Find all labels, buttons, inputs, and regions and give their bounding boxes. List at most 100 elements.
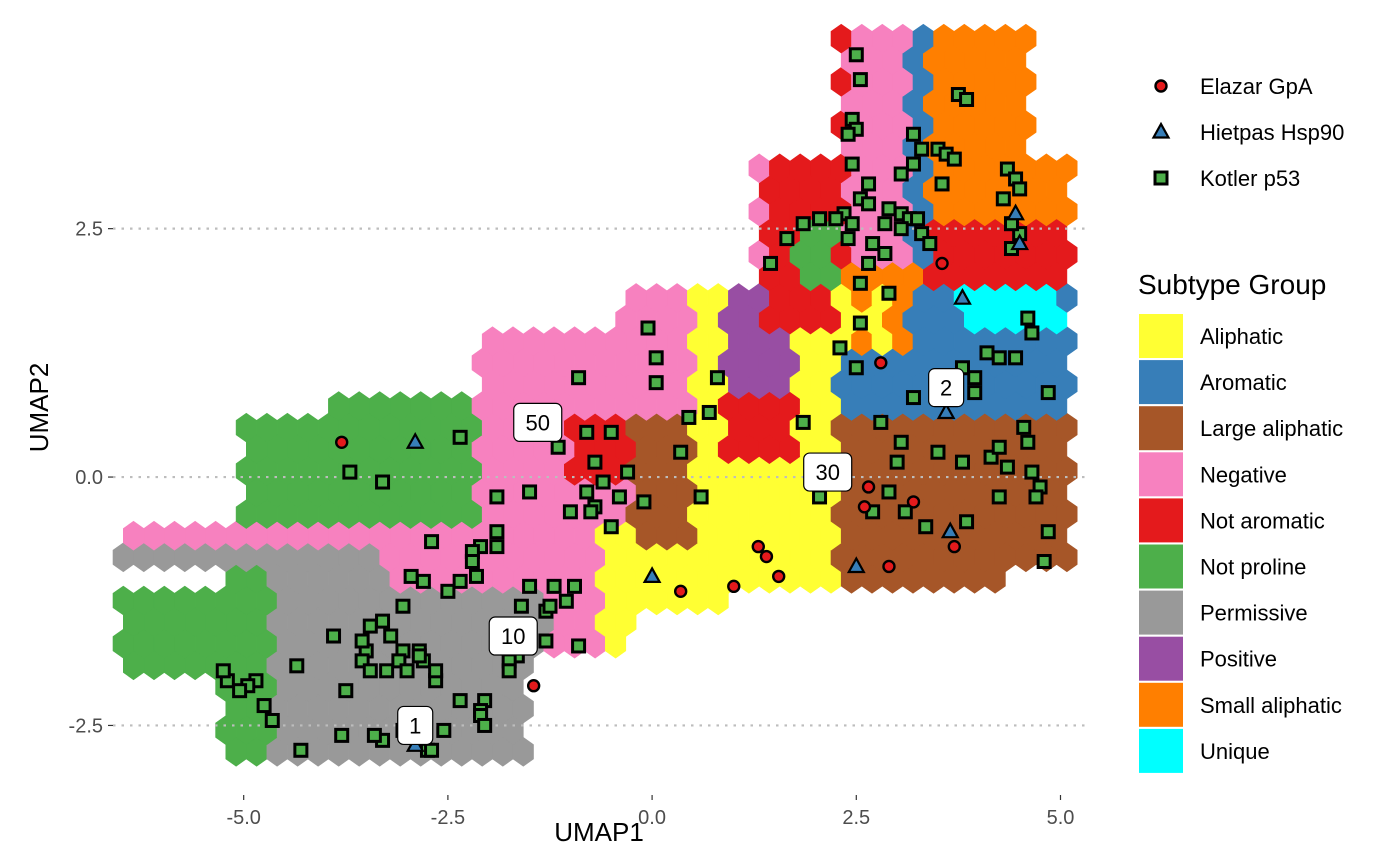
point-square (852, 315, 868, 331)
point-square (489, 489, 505, 505)
y-tick-label: 0.0 (75, 467, 103, 489)
point-square (905, 126, 921, 142)
legend-swatch (1139, 636, 1183, 681)
subtype-legend-title: Subtype Group (1138, 269, 1326, 300)
legend-swatch (1139, 544, 1183, 589)
point-square (452, 429, 468, 445)
x-tick-label: 2.5 (842, 807, 870, 829)
point-square (354, 633, 370, 649)
point-square (893, 166, 909, 182)
point-square (954, 454, 970, 470)
point-square (1020, 434, 1036, 450)
point-triangle (405, 432, 425, 449)
legend-swatch (1139, 360, 1183, 405)
point-square (991, 439, 1007, 455)
point-square (436, 722, 452, 738)
legend-swatch (1139, 590, 1183, 635)
point-square (995, 191, 1011, 207)
point-square (763, 255, 779, 271)
point-square (959, 91, 975, 107)
point-square (881, 484, 897, 500)
legend-swatch (1139, 728, 1183, 773)
point-square (293, 742, 309, 758)
point-square (489, 539, 505, 555)
point-square (848, 47, 864, 63)
point-circle (759, 549, 774, 564)
x-tick-label: -5.0 (226, 807, 260, 829)
point-square (905, 156, 921, 172)
point-square (232, 683, 248, 699)
x-tick-label: 5.0 (1047, 807, 1075, 829)
point-square (873, 414, 889, 430)
callout-label: 10 (501, 624, 525, 649)
callout-box (513, 402, 563, 443)
point-square (415, 573, 431, 589)
legend-swatch (1139, 314, 1183, 358)
point-square (256, 698, 272, 714)
point-square (342, 464, 358, 480)
point-square (861, 196, 877, 212)
point-square (946, 151, 962, 167)
point-triangle (846, 556, 866, 574)
point-square (452, 573, 468, 589)
point-square (897, 504, 913, 520)
point-square (959, 514, 975, 530)
point-square (411, 648, 427, 664)
callout-box (397, 705, 434, 746)
point-square (383, 628, 399, 644)
point-square (289, 658, 305, 674)
point-square (566, 578, 582, 594)
point-square (795, 216, 811, 232)
subtype-legend-label: Aromatic (1200, 370, 1287, 395)
point-square (620, 464, 636, 480)
point-square (215, 663, 231, 679)
point-square (334, 727, 350, 743)
subtype-legend-label: Negative (1200, 462, 1287, 487)
point-square (914, 141, 930, 157)
point-circle (335, 435, 349, 449)
point-triangle (1006, 203, 1025, 221)
callout-box (928, 368, 965, 408)
point-square (877, 216, 893, 232)
point-square (832, 340, 848, 356)
point-square (583, 504, 599, 520)
point-square (648, 350, 664, 366)
point-square (893, 221, 909, 237)
point-circle (771, 569, 786, 584)
point-square (440, 583, 456, 599)
hex-bin (1056, 153, 1078, 184)
point-triangle (953, 287, 972, 305)
x-tick-label: -2.5 (431, 807, 465, 829)
point-square (701, 404, 717, 420)
point-square (546, 578, 562, 594)
point-triangle (940, 521, 960, 539)
point-square (611, 489, 627, 505)
point-square (844, 216, 860, 232)
point-square (587, 454, 603, 470)
subtype-legend-label: Small aliphatic (1200, 693, 1342, 718)
subtype-legend-label: Unique (1200, 739, 1270, 764)
point-square (522, 578, 538, 594)
point-square (905, 390, 921, 406)
point-square (452, 693, 468, 709)
point-square (1024, 325, 1040, 341)
legend-key-square (1153, 170, 1169, 186)
subtype-legend-label: Not aromatic (1200, 508, 1325, 533)
point-square (366, 727, 382, 743)
legend-key-circle (1154, 79, 1168, 93)
point-square (934, 176, 950, 192)
subtype-legend-label: Large aliphatic (1200, 416, 1343, 441)
point-circle (751, 539, 765, 554)
callout-label: 1 (409, 713, 421, 738)
legend-swatch (1139, 498, 1183, 543)
legend-swatch (1139, 682, 1183, 727)
y-tick-label: -2.5 (69, 715, 103, 737)
point-square (828, 211, 844, 227)
callout-label: 30 (815, 460, 839, 485)
point-square (395, 598, 411, 614)
point-square (571, 370, 587, 386)
subtype-legend-label: Positive (1200, 647, 1277, 672)
point-circle (857, 500, 872, 514)
point-square (991, 489, 1007, 505)
point-square (922, 236, 938, 252)
